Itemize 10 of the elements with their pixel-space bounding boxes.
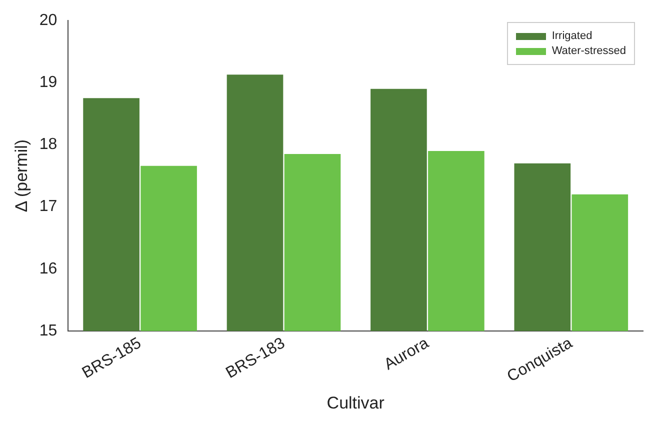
y-tick-label: 20 bbox=[39, 12, 58, 30]
y-tick-label: 15 bbox=[39, 322, 58, 340]
legend-label: Irrigated bbox=[552, 30, 592, 42]
y-tick-label: 17 bbox=[39, 198, 58, 216]
y-axis-title: Δ (permil) bbox=[12, 139, 31, 212]
legend-label: Water-stressed bbox=[552, 45, 626, 57]
y-tick-label: 16 bbox=[39, 260, 58, 278]
y-tick-label: 19 bbox=[39, 74, 58, 92]
x-axis-title: Cultivar bbox=[326, 393, 385, 412]
y-tick-label: 18 bbox=[39, 136, 58, 154]
